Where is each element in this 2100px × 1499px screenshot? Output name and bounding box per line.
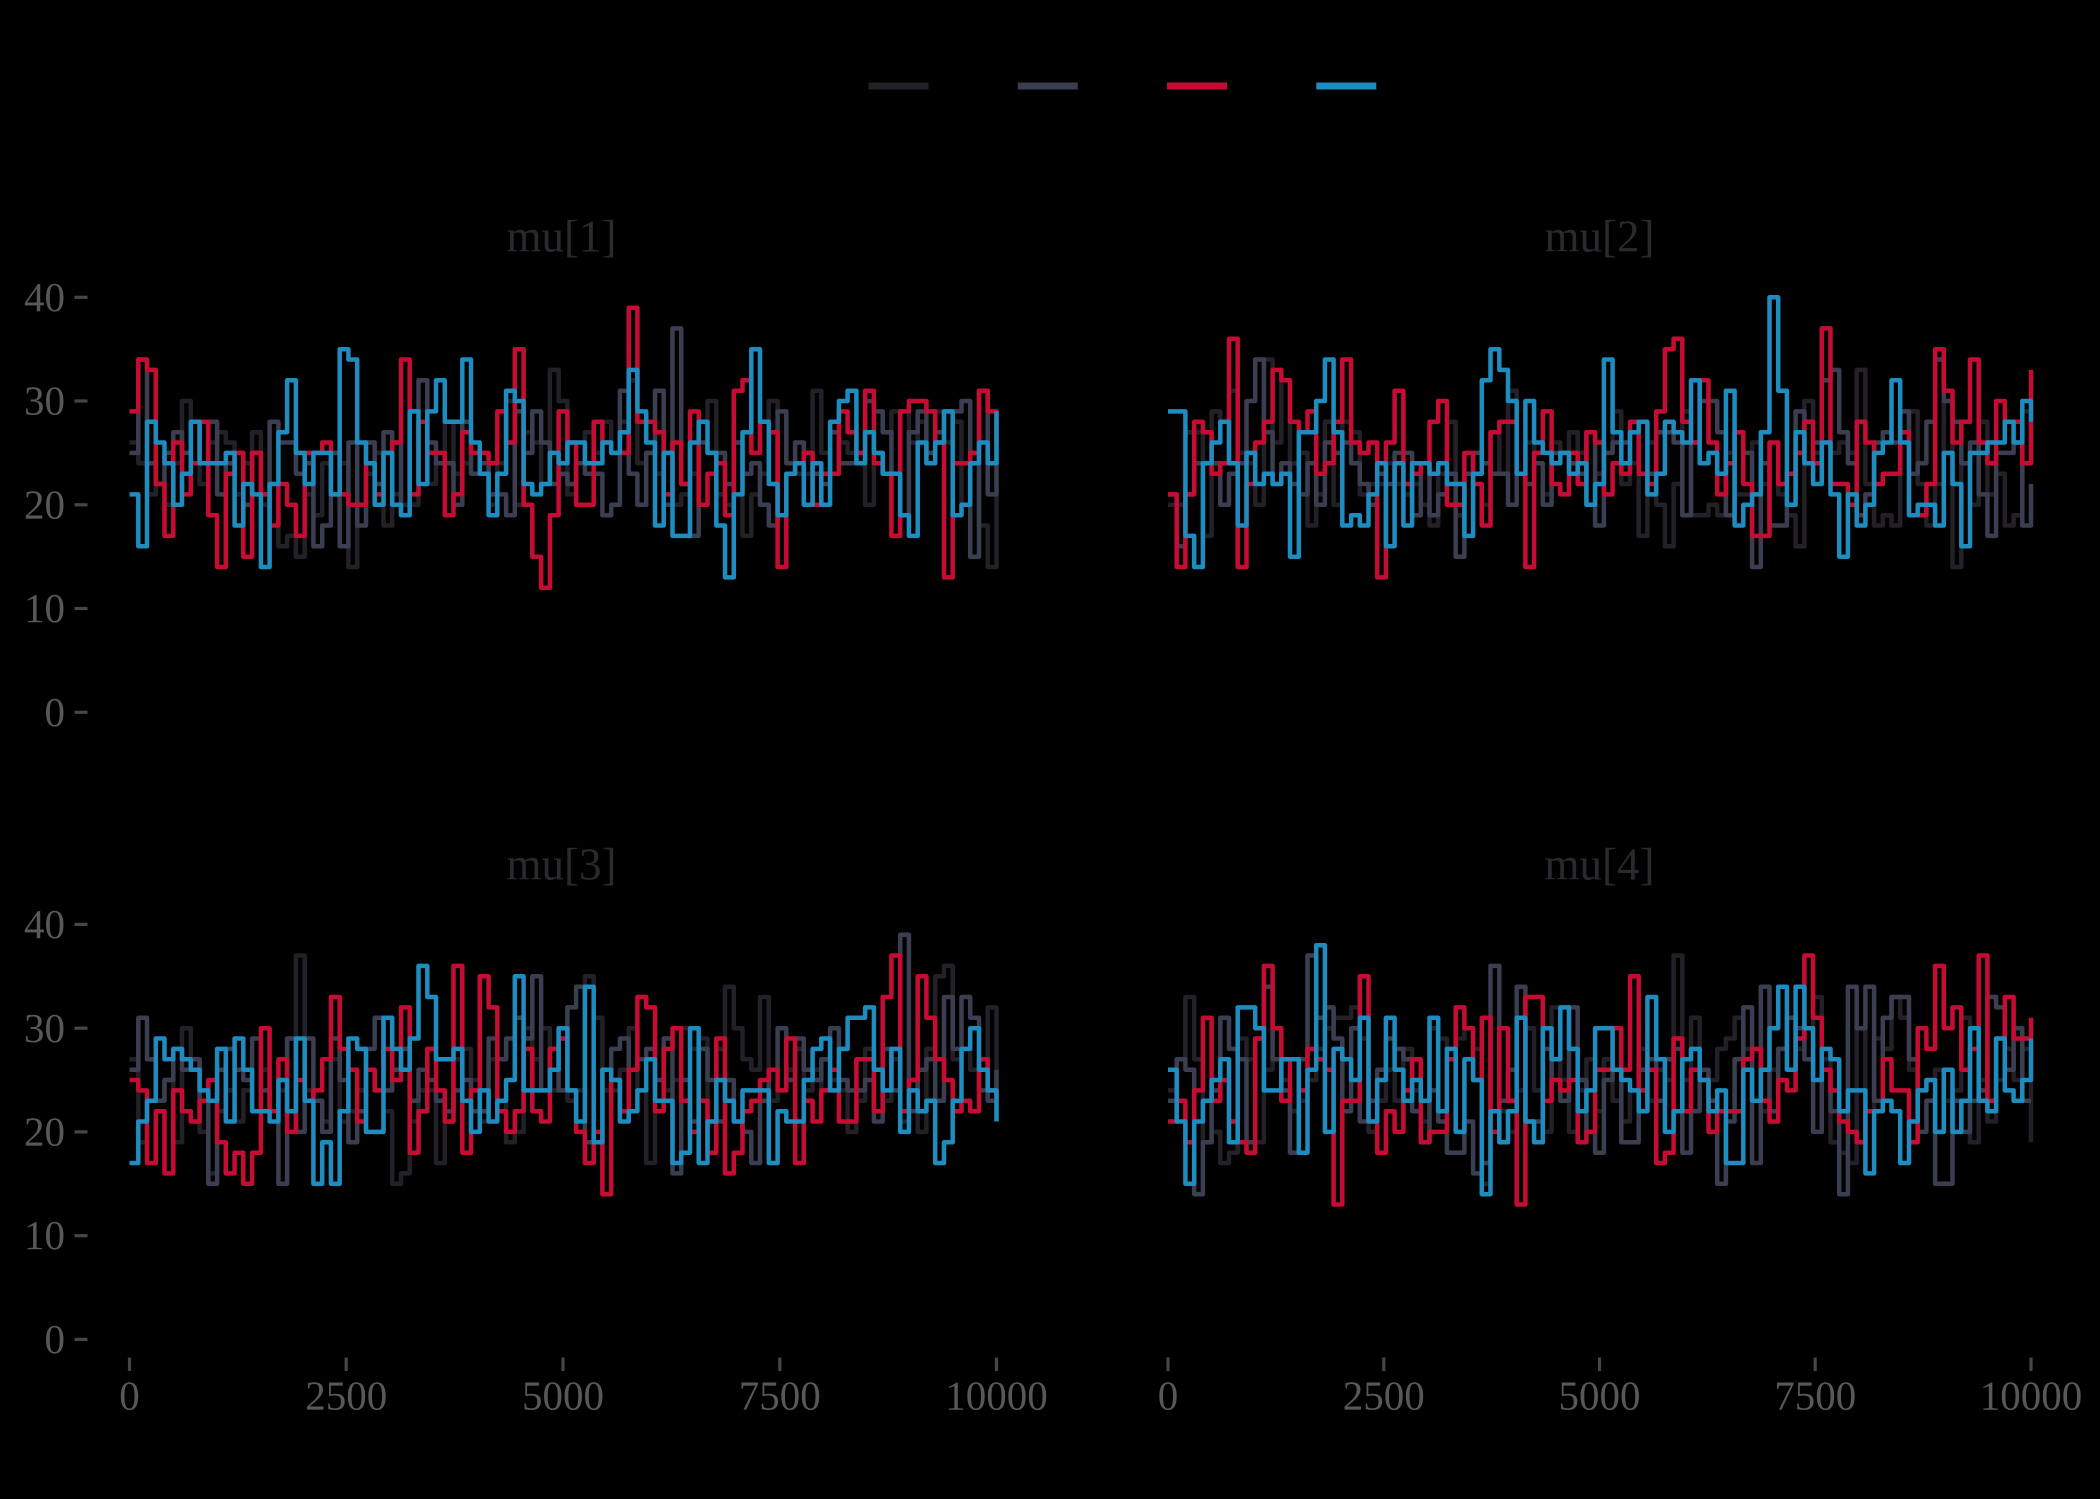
svg-text:20: 20 xyxy=(24,1109,65,1155)
svg-text:0: 0 xyxy=(119,1373,140,1419)
svg-text:7500: 7500 xyxy=(1774,1373,1856,1419)
svg-text:10: 10 xyxy=(24,1212,65,1258)
svg-text:2500: 2500 xyxy=(305,1373,387,1419)
svg-text:mu[3]: mu[3] xyxy=(507,840,617,890)
svg-text:10: 10 xyxy=(24,585,65,631)
svg-text:40: 40 xyxy=(24,901,65,947)
svg-text:30: 30 xyxy=(24,1005,65,1051)
svg-text:mu[4]: mu[4] xyxy=(1545,840,1655,890)
svg-text:30: 30 xyxy=(24,378,65,424)
svg-text:0: 0 xyxy=(45,1316,66,1362)
svg-text:10000: 10000 xyxy=(1980,1373,2083,1419)
svg-text:mu[2]: mu[2] xyxy=(1545,212,1655,262)
svg-text:10000: 10000 xyxy=(945,1373,1048,1419)
svg-text:5000: 5000 xyxy=(1559,1373,1641,1419)
svg-text:7500: 7500 xyxy=(739,1373,821,1419)
svg-text:40: 40 xyxy=(24,274,65,320)
svg-text:20: 20 xyxy=(24,481,65,527)
svg-text:0: 0 xyxy=(45,689,66,735)
svg-text:0: 0 xyxy=(1158,1373,1179,1419)
svg-text:2500: 2500 xyxy=(1343,1373,1425,1419)
svg-text:mu[1]: mu[1] xyxy=(507,212,617,262)
svg-text:5000: 5000 xyxy=(522,1373,604,1419)
